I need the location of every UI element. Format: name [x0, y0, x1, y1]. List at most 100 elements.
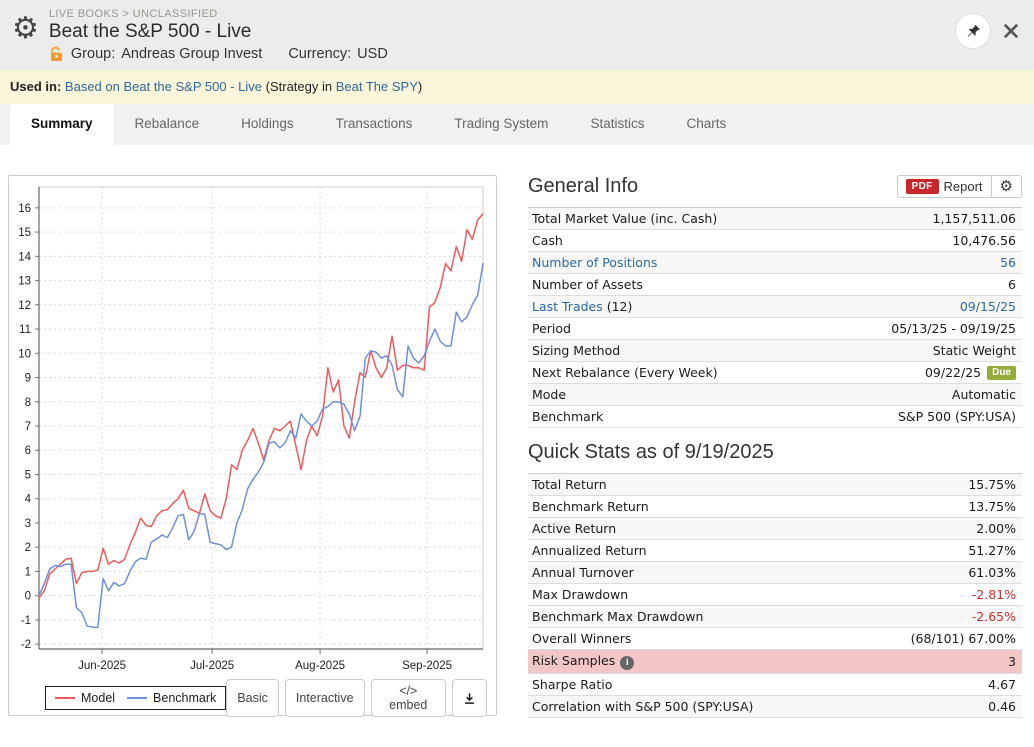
row-value-link[interactable]: 09/15/25 [959, 299, 1016, 314]
y-tick-label: 6 [25, 445, 31, 457]
table-row: Max Drawdown -2.81% [528, 584, 1022, 606]
chart-download-button[interactable] [452, 679, 487, 717]
row-value: 1,157,511.06 [932, 211, 1017, 226]
table-row: Benchmark Max Drawdown -2.65% [528, 606, 1022, 628]
row-value: Static Weight [932, 343, 1016, 358]
tab-rebalance[interactable]: Rebalance [134, 116, 200, 131]
tab-trading-system[interactable]: Trading System [454, 116, 549, 131]
row-value: 09/22/25 [924, 365, 982, 380]
row-value-cell: 13.75% [968, 499, 1016, 514]
y-tick-label: 12 [18, 300, 31, 312]
series-model [38, 213, 484, 599]
used-in-middle: (Strategy in [265, 79, 333, 94]
table-row: Cash 10,476.56 [528, 230, 1022, 252]
tab-summary[interactable]: Summary [10, 104, 114, 145]
chart-basic-button[interactable]: Basic [226, 679, 279, 717]
row-value-cell: 15.75% [968, 477, 1016, 492]
y-tick-label: 7 [25, 421, 31, 433]
y-tick-label: 1 [25, 566, 31, 578]
tab-holdings[interactable]: Holdings [241, 116, 294, 131]
y-tick-label: 2 [25, 542, 31, 554]
group-value: Andreas Group Invest [121, 46, 263, 62]
table-row: Number of Assets 6 [528, 274, 1022, 296]
row-value: 10,476.56 [952, 233, 1016, 248]
row-label-link[interactable]: Number of Positions [532, 255, 658, 270]
table-row: Last Trades (12) 09/15/25 [528, 296, 1022, 318]
row-value-cell: 05/13/25 - 09/19/25 [891, 321, 1016, 336]
y-tick-label: 15 [18, 227, 31, 239]
content: -2 -1 0 1 2 3 4 5 6 7 8 9 10 11 12 13 14 15 16 Jun-2025 Jul-… [0, 145, 1034, 718]
legend-swatch [55, 697, 75, 699]
legend-swatch [127, 697, 148, 699]
performance-chart-card: -2 -1 0 1 2 3 4 5 6 7 8 9 10 11 12 13 14 15 16 Jun-2025 Jul-… [8, 175, 497, 717]
info-icon[interactable]: i [620, 655, 635, 670]
table-row: Total Return 15.75% [528, 474, 1022, 496]
y-tick-label: 4 [25, 494, 32, 506]
due-badge: Due [987, 365, 1016, 380]
row-value: S&P 500 (SPY:USA) [897, 409, 1016, 424]
pin-button[interactable] [956, 14, 990, 48]
group-label: Group: [70, 46, 116, 62]
report-button[interactable]: PDF Report [896, 175, 992, 198]
y-tick-label: 11 [19, 324, 31, 336]
y-tick-label: 10 [18, 348, 31, 360]
row-label: Risk Samples [532, 653, 616, 668]
row-value-cell: 09/15/25 [960, 299, 1016, 314]
breadcrumb: LIVE BOOKS > UNCLASSIFIED [48, 8, 218, 20]
table-row: Active Return 2.00% [528, 518, 1022, 540]
row-value: 2.00% [976, 521, 1016, 536]
row-value: 15.75% [968, 477, 1016, 492]
row-label: Correlation with S&P 500 (SPY:USA) [532, 698, 754, 714]
legend-item: Benchmark [127, 691, 216, 705]
row-value-cell: 0.46 [988, 699, 1016, 714]
currency-value: USD [357, 46, 388, 62]
row-value: 05/13/25 - 09/19/25 [891, 321, 1016, 336]
table-row: Sizing Method Static Weight [528, 340, 1022, 362]
y-tick-label: -2 [21, 639, 31, 651]
chart-legend: Model Benchmark [45, 686, 227, 710]
tab-transactions[interactable]: Transactions [335, 116, 413, 131]
row-label: Number of Assets [532, 277, 643, 292]
settings-gear-icon[interactable]: ⚙ [12, 12, 39, 45]
table-row: Overall Winners (68/101) 67.00% [528, 628, 1022, 650]
quick-stats-title: Quick Stats as of 9/19/2025 [528, 441, 774, 463]
table-row: Correlation with S&P 500 (SPY:USA) 0.46 [528, 695, 1022, 718]
plot-area [38, 186, 484, 650]
chart-interactive-button[interactable]: Interactive [284, 679, 365, 717]
used-in-link-strategy[interactable]: Beat The SPY [335, 79, 418, 94]
row-label: Mode [532, 387, 567, 402]
page-title: Beat the S&P 500 - Live [48, 21, 252, 42]
report-settings-button[interactable]: ⚙ [991, 175, 1022, 198]
quick-stats-head: Quick Stats as of 9/19/2025 [528, 441, 1022, 464]
row-label-link[interactable]: Last Trades [532, 299, 603, 314]
row-value-cell: S&P 500 (SPY:USA) [898, 409, 1016, 424]
row-value: 61.03% [968, 565, 1016, 580]
row-value: 0.46 [988, 698, 1016, 714]
table-row: Total Market Value (inc. Cash) 1,157,511.… [528, 208, 1022, 230]
table-row: Period 05/13/25 - 09/19/25 [528, 318, 1022, 340]
row-value: -2.65% [971, 609, 1016, 624]
y-tick-label: 16 [18, 203, 31, 215]
row-label: Period [532, 321, 571, 336]
row-value-cell: 4.67 [988, 677, 1016, 692]
tab-charts[interactable]: Charts [686, 116, 727, 131]
x-tick-label: Sep-2025 [402, 660, 452, 672]
download-icon [465, 692, 474, 704]
close-button[interactable] [1002, 22, 1020, 40]
row-label: Max Drawdown [532, 587, 629, 602]
row-label: Annual Turnover [532, 565, 634, 580]
used-in-link-book[interactable]: Based on Beat the S&P 500 - Live [64, 79, 262, 94]
chart-embed-button[interactable]: </> embed [370, 679, 446, 717]
row-label: Total Market Value (inc. Cash) [532, 211, 718, 226]
row-label: Total Return [532, 477, 607, 492]
row-value-link[interactable]: 56 [1000, 255, 1016, 270]
row-value-cell: (68/101) 67.00% [911, 631, 1016, 646]
row-value-cell: Automatic [952, 387, 1016, 402]
y-tick-label: 13 [18, 276, 31, 288]
row-value-cell: -2.65% [972, 609, 1016, 624]
tab-statistics[interactable]: Statistics [590, 116, 645, 131]
currency-label: Currency: [288, 46, 352, 62]
row-value-cell: 3 [1008, 654, 1016, 669]
y-tick-label: 0 [25, 591, 31, 603]
